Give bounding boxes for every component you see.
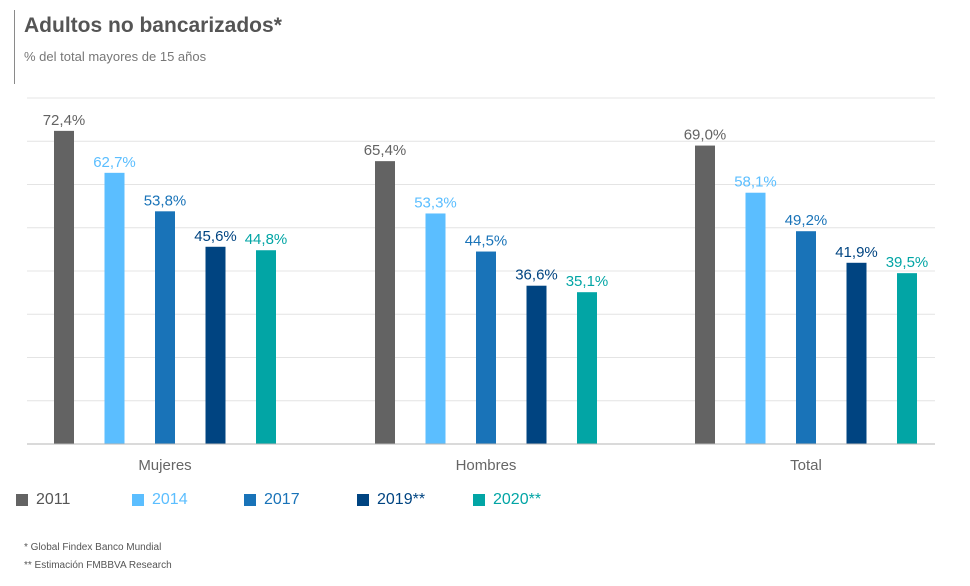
legend-swatch [357, 494, 369, 506]
bar-chart: 72,4% 62,7% 53,8% 45,6% 44,8% Mujeres 65,4% 53,… [27, 97, 935, 474]
category-label: Hombres [456, 457, 517, 474]
legend-label: 2017 [264, 491, 300, 508]
legend-label: 2019** [377, 491, 426, 508]
legend-label: 2020** [493, 491, 542, 508]
data-label: 53,3% [414, 194, 457, 211]
data-label: 72,4% [43, 112, 86, 129]
data-label: 65,4% [364, 142, 407, 159]
data-label: 36,6% [515, 267, 558, 284]
data-label: 49,2% [785, 212, 828, 229]
legend-swatch [16, 494, 28, 506]
chart-subtitle: % del total mayores de 15 años [24, 49, 207, 64]
data-label: 53,8% [144, 192, 187, 209]
legend-label: 2014 [152, 491, 188, 508]
category-label: Total [790, 457, 822, 474]
data-label: 45,6% [194, 228, 237, 245]
bar-hombres-2011 [375, 161, 395, 444]
bar-hombres-2020 [577, 292, 597, 444]
data-label: 58,1% [734, 174, 777, 191]
legend: 2011 2014 2017 2019** 2020** [16, 491, 583, 509]
bar-mujeres-2014 [104, 172, 125, 444]
legend-label: 2011 [36, 491, 71, 508]
category-label: Mujeres [138, 457, 191, 474]
legend-swatch [132, 494, 144, 506]
bar-total-2011 [695, 145, 715, 444]
legend-item: 2020** [473, 491, 583, 509]
footnote-2: ** Estimación FMBBVA Research [24, 560, 172, 571]
title-accent-line [14, 10, 15, 84]
bar-hombres-2014 [425, 213, 446, 444]
bar-mujeres-2020 [256, 250, 276, 444]
data-label: 69,0% [684, 127, 727, 144]
bar-mujeres-2017 [155, 211, 175, 444]
legend-swatch [473, 494, 485, 506]
bar-total-2017 [796, 231, 816, 444]
legend-item: 2017 [244, 491, 357, 509]
bar-hombres-2019 [526, 285, 547, 444]
legend-swatch [244, 494, 256, 506]
data-label: 62,7% [93, 154, 136, 171]
data-label: 44,5% [465, 233, 508, 250]
legend-item: 2014 [132, 491, 244, 509]
data-label: 44,8% [245, 231, 288, 248]
legend-item: 2011 [16, 491, 132, 509]
data-label: 39,5% [886, 254, 929, 271]
footnote-1: * Global Findex Banco Mundial [24, 542, 162, 553]
bar-hombres-2017 [476, 251, 496, 444]
data-label: 41,9% [835, 244, 878, 261]
bar-total-2019 [846, 262, 867, 444]
data-label: 35,1% [566, 273, 609, 290]
bar-total-2020 [897, 273, 917, 444]
legend-item: 2019** [357, 491, 473, 509]
bar-mujeres-2019 [205, 246, 226, 444]
footnotes: * Global Findex Banco Mundial ** Estimac… [24, 539, 172, 575]
bar-total-2014 [745, 192, 766, 444]
chart-title: Adultos no bancarizados* [24, 14, 282, 37]
bar-mujeres-2011 [54, 130, 74, 444]
